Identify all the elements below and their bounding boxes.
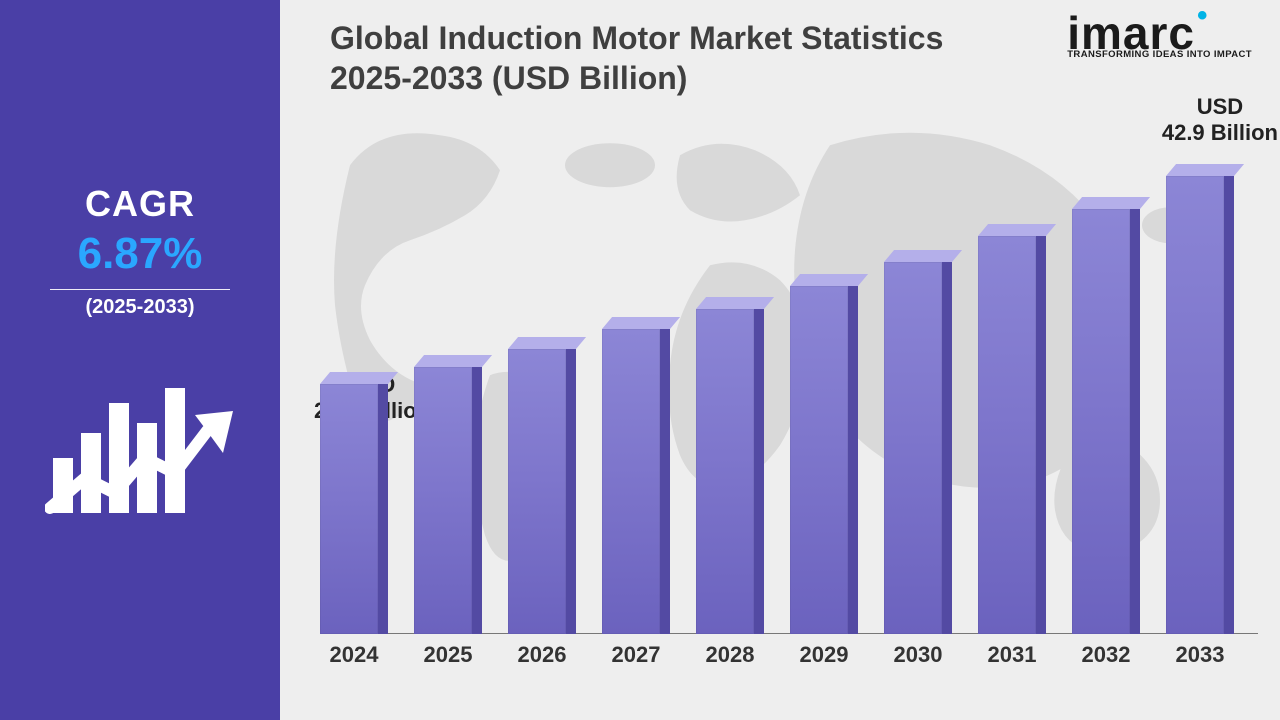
growth-bars-arrow-icon <box>45 363 235 538</box>
x-axis-label: 2028 <box>706 642 755 668</box>
bar-2030: 2030 <box>884 262 952 634</box>
x-axis-label: 2025 <box>424 642 473 668</box>
bar-2029: 2029 <box>790 286 858 634</box>
divider <box>50 289 230 290</box>
bar-rect <box>978 236 1046 634</box>
cagr-label: CAGR <box>85 183 195 225</box>
bar-2032: 2032 <box>1072 209 1140 634</box>
bar-rect <box>414 367 482 634</box>
x-axis-label: 2032 <box>1082 642 1131 668</box>
logo-wordmark: imarc• <box>1067 14 1252 53</box>
infographic-canvas: CAGR 6.87% (2025-2033) Global Induction … <box>0 0 1280 720</box>
cagr-period: (2025-2033) <box>86 296 195 319</box>
bar-2028: 2028 <box>696 309 764 634</box>
cagr-value: 6.87% <box>78 229 203 279</box>
bar-2026: 2026 <box>508 349 576 634</box>
bar-2033: 2033 <box>1166 176 1234 634</box>
end-value-line2: 42.9 Billion <box>1162 120 1278 146</box>
end-value-line1: USD <box>1162 94 1278 120</box>
bar-rect <box>320 384 388 634</box>
bar-rect <box>1166 176 1234 634</box>
bar-2027: 2027 <box>602 329 670 634</box>
x-axis-label: 2026 <box>518 642 567 668</box>
bar-rect <box>696 309 764 634</box>
cagr-side-panel: CAGR 6.87% (2025-2033) <box>0 0 280 720</box>
imarc-logo: imarc• TRANSFORMING IDEAS INTO IMPACT <box>1067 14 1252 60</box>
bar-2024: 2024 <box>320 384 388 634</box>
bar-rect <box>1072 209 1140 634</box>
x-axis-label: 2030 <box>894 642 943 668</box>
x-axis-label: 2024 <box>330 642 379 668</box>
chart-title: Global Induction Motor Market Statistics… <box>330 18 1010 98</box>
logo-dot-icon: • <box>1197 3 1209 29</box>
bar-2025: 2025 <box>414 367 482 634</box>
bars-container: 2024 2025 2026 2027 2028 2029 2030 2031 2032 2033 <box>320 154 1258 634</box>
x-axis-label: 2031 <box>988 642 1037 668</box>
bar-chart: USD 23.4 Billion USD 42.9 Billion 202420… <box>310 100 1270 680</box>
bar-2031: 2031 <box>978 236 1046 634</box>
end-value-callout: USD 42.9 Billion <box>1162 94 1278 147</box>
bar-rect <box>602 329 670 634</box>
bar-rect <box>884 262 952 634</box>
bar-rect <box>508 349 576 634</box>
x-axis-label: 2027 <box>612 642 661 668</box>
x-axis-label: 2029 <box>800 642 849 668</box>
bar-rect <box>790 286 858 634</box>
x-axis-label: 2033 <box>1176 642 1225 668</box>
logo-tagline: TRANSFORMING IDEAS INTO IMPACT <box>1067 49 1252 60</box>
